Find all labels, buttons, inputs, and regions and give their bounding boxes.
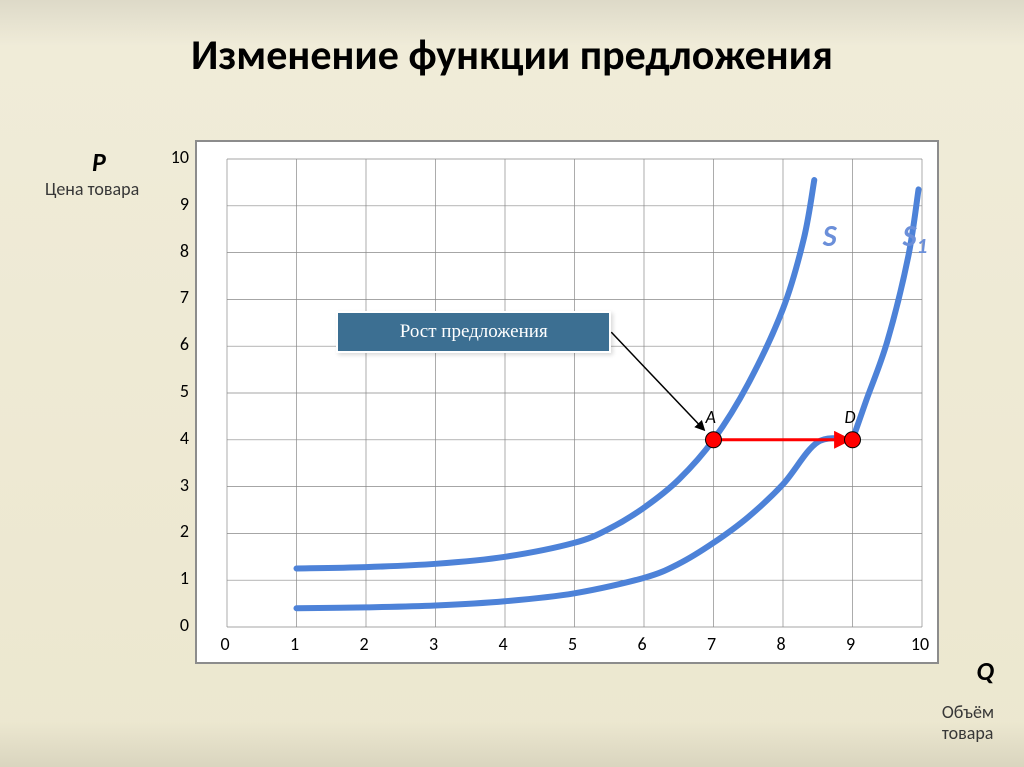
- series-label-s1: S1: [903, 218, 928, 259]
- x-tick-label: 0: [215, 633, 235, 655]
- x-tick-label: 8: [771, 633, 791, 655]
- y-tick-label: 5: [169, 380, 189, 402]
- x-tick-label: 1: [285, 633, 305, 655]
- callout-text: Рост предложения: [400, 321, 548, 343]
- point-label-d: D: [845, 406, 856, 428]
- y-tick-label: 7: [169, 286, 189, 308]
- series-label-s: S: [823, 218, 837, 255]
- x-tick-label: 7: [702, 633, 722, 655]
- x-tick-label: 5: [563, 633, 583, 655]
- point-d: [845, 432, 861, 448]
- callout-arrow: [611, 332, 704, 429]
- y-tick-label: 3: [169, 474, 189, 496]
- x-tick-label: 3: [424, 633, 444, 655]
- axis-label-p: P: [92, 147, 106, 178]
- x-tick-label: 2: [354, 633, 374, 655]
- y-tick-label: 6: [169, 333, 189, 355]
- callout-box: Рост предложения: [336, 311, 611, 352]
- x-tick-label: 10: [910, 633, 930, 655]
- x-tick-label: 9: [841, 633, 861, 655]
- point-a: [706, 432, 722, 448]
- point-label-a: A: [706, 406, 716, 428]
- y-tick-label: 4: [169, 427, 189, 449]
- y-tick-label: 8: [169, 240, 189, 262]
- y-tick-label: 10: [169, 146, 189, 168]
- axis-sublabel-q: Объёмтовара: [942, 702, 994, 745]
- y-tick-label: 2: [169, 520, 189, 542]
- supply-curve-S: [297, 180, 815, 568]
- axis-sublabel-p: Цена товара: [45, 178, 139, 200]
- axis-label-q: Q: [976, 655, 994, 687]
- y-tick-label: 0: [169, 614, 189, 636]
- x-tick-label: 4: [493, 633, 513, 655]
- slide: Изменение функции предложения P Цена тов…: [0, 0, 1024, 767]
- y-tick-label: 9: [169, 193, 189, 215]
- x-tick-label: 6: [632, 633, 652, 655]
- y-tick-label: 1: [169, 567, 189, 589]
- slide-title: Изменение функции предложения: [0, 30, 1024, 81]
